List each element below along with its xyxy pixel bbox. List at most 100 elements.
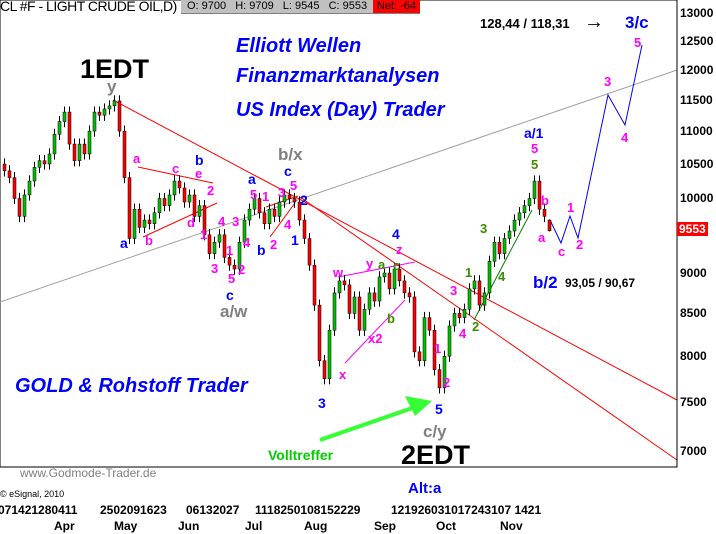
candle bbox=[67, 111, 72, 145]
x-x2-line bbox=[344, 299, 406, 364]
wave-label: b bbox=[387, 311, 395, 326]
candle bbox=[377, 276, 382, 302]
wave-label: c bbox=[558, 244, 566, 259]
wave-label: 4 bbox=[392, 226, 400, 242]
wave-label: a/1 bbox=[524, 125, 544, 141]
candle bbox=[37, 160, 42, 168]
candle bbox=[252, 198, 257, 210]
wave-label: 2 bbox=[472, 319, 480, 334]
candle bbox=[262, 212, 267, 224]
candle bbox=[547, 219, 552, 232]
candle bbox=[422, 317, 427, 361]
candle bbox=[162, 198, 167, 206]
website-watermark: www.Godmode-Trader.de bbox=[20, 466, 157, 480]
candle bbox=[382, 272, 387, 278]
y-tick-label: 7000 bbox=[680, 443, 707, 458]
wave-label: a bbox=[133, 151, 141, 166]
candle bbox=[467, 288, 472, 310]
candle bbox=[527, 198, 532, 206]
wave-label: 3 bbox=[278, 185, 286, 200]
wave-label: e bbox=[195, 166, 203, 181]
wave-label: 2 bbox=[238, 262, 246, 277]
wave-label: 5 bbox=[435, 401, 443, 417]
wave-label: 4 bbox=[284, 217, 292, 232]
wave-label: 5 bbox=[531, 141, 539, 156]
candle bbox=[362, 308, 367, 331]
wave-label: a bbox=[120, 235, 128, 251]
candle bbox=[187, 194, 192, 203]
candle bbox=[542, 208, 547, 217]
candle bbox=[282, 194, 287, 203]
month-may: May bbox=[114, 519, 138, 533]
candle bbox=[142, 219, 147, 228]
wave-label: c bbox=[393, 258, 401, 273]
wave-label: 5 bbox=[228, 271, 236, 286]
candle bbox=[102, 108, 107, 116]
title-line-3: US Index (Day) Trader bbox=[236, 99, 445, 121]
candle bbox=[62, 111, 67, 122]
wave-label: z bbox=[396, 242, 403, 257]
wave-label: y bbox=[366, 256, 374, 271]
wave-label: 3 bbox=[480, 221, 488, 236]
candle bbox=[287, 194, 292, 199]
candle bbox=[47, 153, 52, 165]
wave-label: w bbox=[333, 265, 344, 280]
candle bbox=[532, 180, 537, 199]
y-tick-label: 10500 bbox=[680, 156, 714, 171]
candle bbox=[12, 177, 17, 199]
candle bbox=[442, 356, 447, 389]
candle bbox=[452, 313, 457, 327]
wave-label: b bbox=[541, 193, 549, 208]
candle bbox=[157, 198, 162, 214]
wave-label: 1 bbox=[262, 189, 270, 204]
candle bbox=[392, 268, 397, 290]
candle bbox=[497, 241, 502, 254]
candle bbox=[327, 329, 332, 379]
wave-label: 3 bbox=[450, 283, 458, 298]
candle bbox=[172, 180, 177, 196]
wave-label: b bbox=[195, 152, 204, 168]
wave-label: 4 bbox=[243, 235, 251, 250]
wedge-lower-line bbox=[269, 202, 296, 238]
candle bbox=[397, 268, 402, 282]
y-tick-label: 7500 bbox=[680, 394, 707, 409]
month-apr: Apr bbox=[54, 519, 75, 533]
wave-label: 4 bbox=[498, 269, 506, 284]
candle bbox=[347, 284, 352, 314]
candle bbox=[477, 280, 482, 306]
target-values: 128,44 / 118,31 bbox=[480, 16, 570, 31]
candle bbox=[507, 230, 512, 239]
month-nov: Nov bbox=[500, 519, 523, 533]
candle bbox=[387, 272, 392, 290]
candle bbox=[322, 360, 327, 379]
w-y-line bbox=[337, 261, 416, 278]
wave-label: a bbox=[248, 171, 256, 187]
candle bbox=[447, 325, 452, 357]
candle bbox=[407, 292, 412, 298]
candle bbox=[77, 143, 82, 161]
candle bbox=[272, 208, 277, 217]
wave-label: b bbox=[257, 242, 266, 258]
candle bbox=[317, 304, 322, 361]
candle bbox=[197, 205, 202, 217]
wave-label: 2 bbox=[300, 192, 308, 208]
candle bbox=[192, 194, 197, 217]
month-sep: Sep bbox=[374, 519, 397, 533]
wave-label: 1 bbox=[291, 232, 299, 248]
wave-label: 5 bbox=[290, 178, 298, 193]
candle bbox=[462, 308, 467, 318]
candle bbox=[332, 292, 337, 331]
volltreffer-arrow bbox=[319, 396, 432, 442]
gold-trader-text: GOLD & Rohstoff Trader bbox=[15, 375, 248, 397]
symbol-title: CL #F - LIGHT CRUDE OIL,D) bbox=[0, 0, 177, 14]
candle bbox=[432, 329, 437, 370]
candle bbox=[202, 205, 207, 236]
wave-label: 3 bbox=[604, 74, 612, 89]
candle bbox=[222, 234, 227, 258]
wave-b2-label: b/2 bbox=[533, 273, 558, 292]
wave-label: 2 bbox=[576, 237, 584, 252]
wave-label: a bbox=[538, 230, 546, 245]
wave-label: c bbox=[226, 287, 234, 303]
candle bbox=[147, 219, 152, 224]
candle bbox=[92, 111, 97, 132]
